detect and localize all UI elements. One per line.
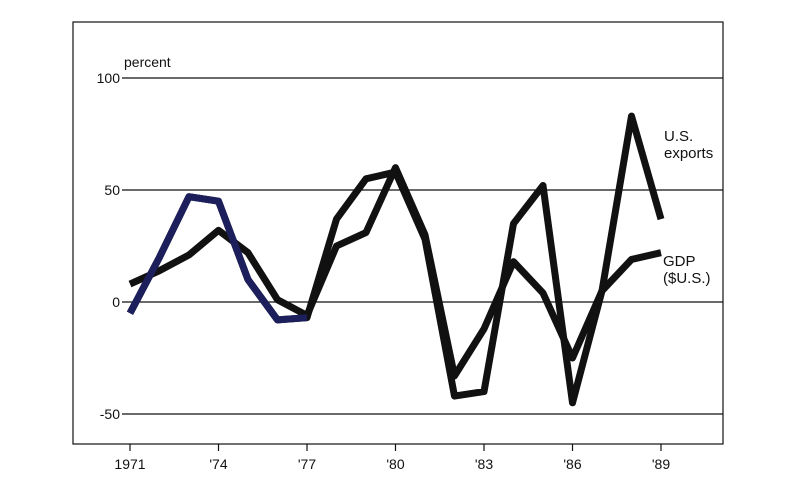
- y-tick-labels: -50 0 50 100: [97, 70, 121, 422]
- x-tick-label: '86: [563, 456, 581, 472]
- gridlines: [122, 77, 723, 415]
- x-ticks: 1971 '74 '77 '80 '83 '86 '89: [114, 444, 670, 472]
- series-line-us-exports: [126, 112, 665, 407]
- x-tick-label: '83: [475, 456, 493, 472]
- series-line-gdp: [128, 164, 662, 380]
- y-axis-label: percent: [124, 54, 171, 70]
- series-line-us-exports-early: [126, 193, 308, 324]
- series-labels: U.S.exports GDP($U.S.): [663, 128, 713, 287]
- x-tick-label: '77: [298, 456, 316, 472]
- series-label: exports: [664, 145, 713, 162]
- x-tick-label: '89: [652, 456, 670, 472]
- y-tick-label: -50: [100, 406, 120, 422]
- y-tick-label: 100: [97, 70, 121, 86]
- x-tick-label: 1971: [114, 456, 145, 472]
- x-tick-label: '80: [386, 456, 404, 472]
- series-label: ($U.S.): [663, 270, 711, 287]
- series-label: GDP: [663, 253, 696, 270]
- series-lines: [126, 112, 665, 407]
- y-tick-label: 50: [104, 182, 120, 198]
- y-tick-label: 0: [112, 294, 120, 310]
- plot-frame: [72, 21, 724, 445]
- series-label: U.S.: [664, 128, 693, 145]
- x-tick-label: '74: [209, 456, 227, 472]
